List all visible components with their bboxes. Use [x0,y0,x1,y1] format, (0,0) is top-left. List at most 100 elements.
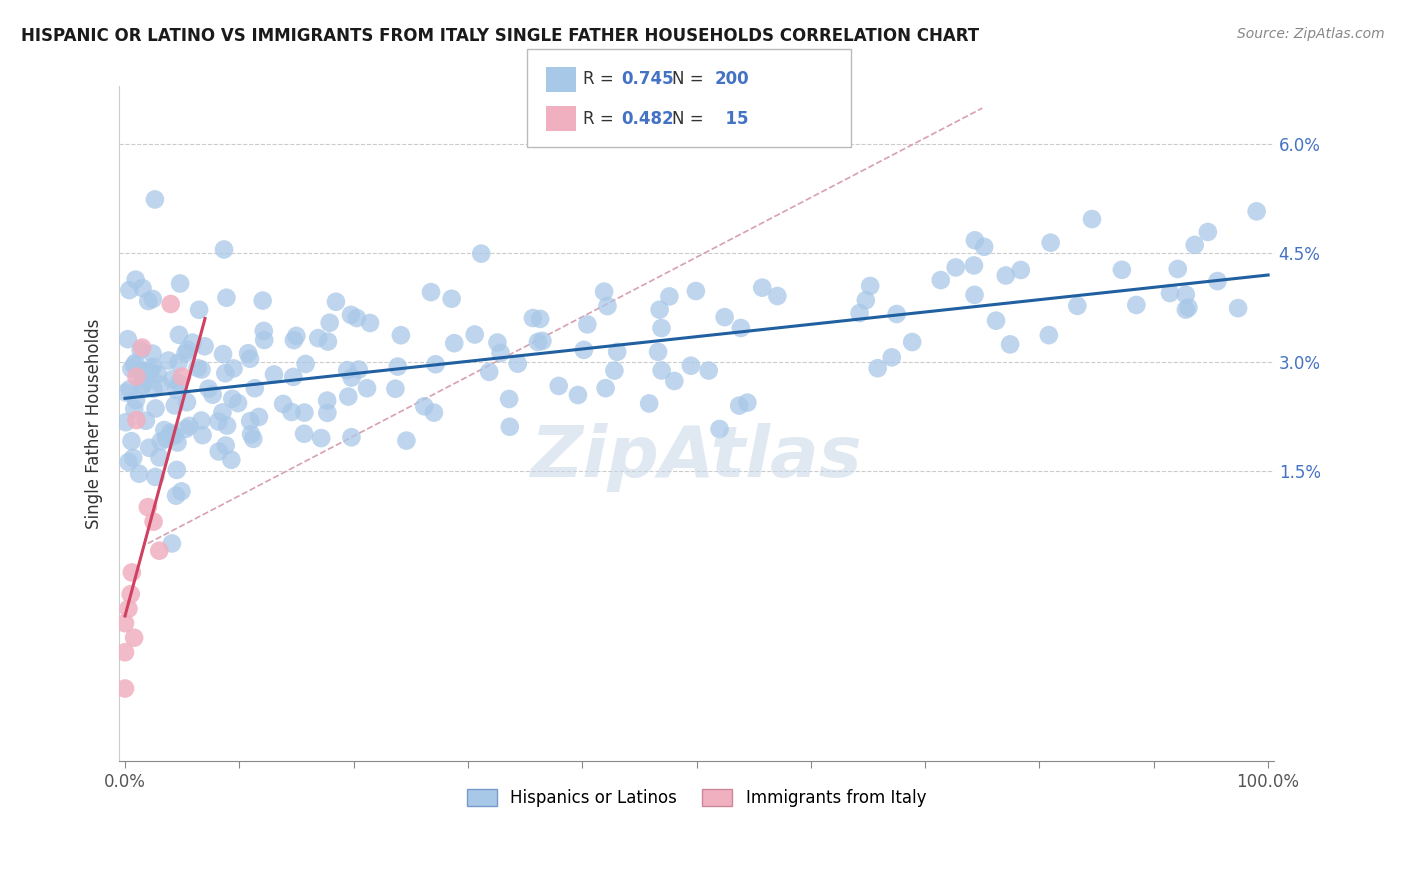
Point [531,334,554,348]
Point [141,346,163,360]
Point [359,316,381,330]
Point [470,246,492,260]
Point [292,406,315,420]
Point [280,405,302,419]
Point [596,299,619,313]
Point [395,434,418,448]
Point [226,396,249,410]
Point [253,324,276,338]
Point [162,372,184,386]
Point [163,399,186,413]
Point [132,378,155,392]
Point [215,418,238,433]
Point [176,343,198,357]
Point [124,272,146,286]
Point [713,310,735,325]
Point [658,289,681,303]
Point [336,363,359,377]
Point [149,434,172,449]
Point [191,428,214,442]
Point [413,399,436,413]
Text: 0.482: 0.482 [621,110,673,128]
Text: R =: R = [583,110,620,128]
Point [316,393,339,408]
Point [145,470,167,484]
Point [131,378,153,392]
Point [146,367,169,381]
Point [325,294,347,309]
Point [124,356,146,370]
Point [593,285,616,299]
Text: HISPANIC OR LATINO VS IMMIGRANTS FROM ITALY SINGLE FATHER HOUSEHOLDS CORRELATION: HISPANIC OR LATINO VS IMMIGRANTS FROM IT… [21,27,979,45]
Point [285,329,308,343]
Point [963,259,986,273]
Point [1206,274,1229,288]
Point [1167,262,1189,277]
Point [122,401,145,416]
Point [998,337,1021,351]
Point [214,366,236,380]
Point [148,543,170,558]
Point [176,395,198,409]
Point [142,382,165,396]
Point [117,332,139,346]
Point [157,353,180,368]
Text: 200: 200 [714,70,749,88]
Point [595,381,617,395]
Point [283,333,305,347]
Point [215,291,238,305]
Point [169,277,191,291]
Point [160,536,183,550]
Point [945,260,967,275]
Y-axis label: Single Father Households: Single Father Households [86,318,103,529]
Point [751,280,773,294]
Point [1111,262,1133,277]
Point [318,316,340,330]
Point [131,364,153,378]
Point [859,279,882,293]
Point [425,357,447,371]
Point [728,399,751,413]
Point [963,233,986,247]
Point [239,414,262,428]
Point [128,467,150,481]
Point [167,376,190,390]
Point [340,308,363,322]
Point [337,390,360,404]
Point [1184,238,1206,252]
Point [464,327,486,342]
Point [522,311,544,326]
Point [136,500,159,515]
Point [114,616,136,631]
Point [125,413,148,427]
Point [651,363,673,377]
Point [576,318,599,332]
Point [212,243,235,257]
Point [247,409,270,424]
Point [316,334,339,349]
Point [389,328,412,343]
Point [709,422,731,436]
Point [135,372,157,386]
Point [929,273,952,287]
Point [142,292,165,306]
Point [190,362,212,376]
Point [174,346,197,360]
Point [143,193,166,207]
Point [121,566,143,580]
Point [697,363,720,377]
Point [1197,225,1219,239]
Point [165,489,187,503]
Point [423,406,446,420]
Point [340,430,363,444]
Point [973,240,995,254]
Point [1246,204,1268,219]
Point [159,425,181,440]
Point [347,362,370,376]
Point [346,311,368,326]
Text: Source: ZipAtlas.com: Source: ZipAtlas.com [1237,27,1385,41]
Point [117,601,139,615]
Point [163,429,186,443]
Point [567,388,589,402]
Point [638,396,661,410]
